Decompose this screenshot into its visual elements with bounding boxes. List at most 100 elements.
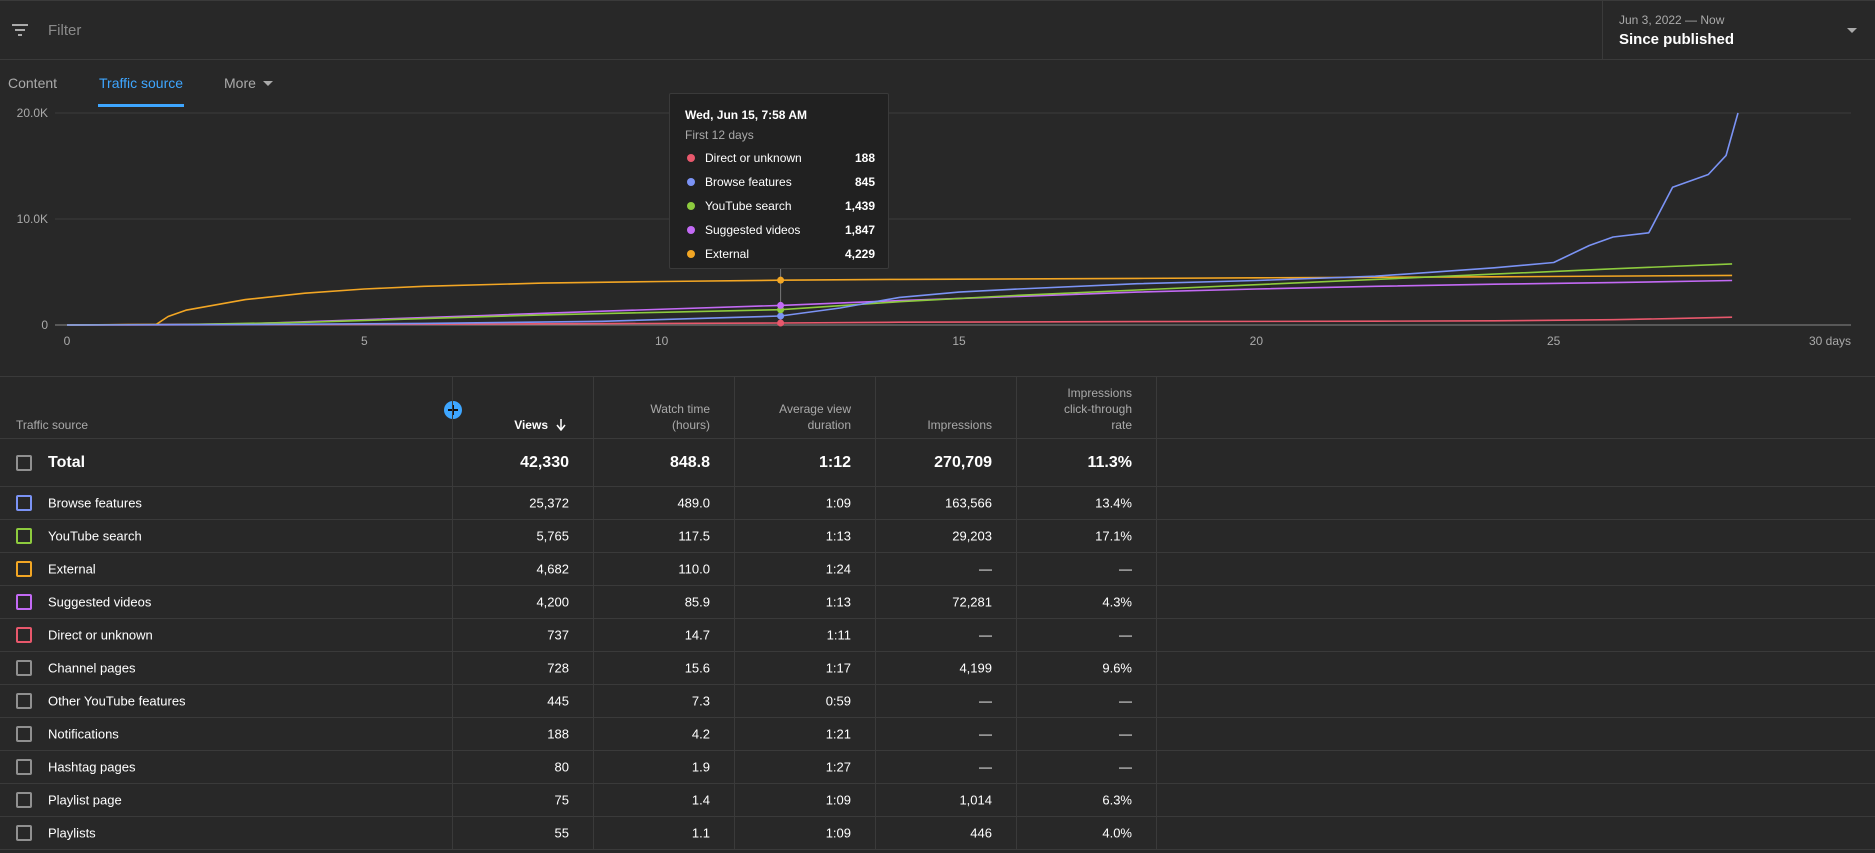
series-dot: [687, 178, 695, 186]
tab-content[interactable]: Content: [8, 75, 58, 91]
series-line-youtube-search: [66, 263, 1733, 326]
header-avg-view-duration[interactable]: Average view duration: [734, 377, 875, 440]
watch-time-cell: 7.3: [593, 685, 734, 717]
avg-duration-cell: 1:24: [734, 553, 875, 585]
cell-value: 1:11: [826, 627, 851, 643]
cell-value: —: [979, 759, 992, 775]
tab-more[interactable]: More: [224, 75, 273, 91]
header-label: Traffic source: [16, 418, 89, 432]
total-avg-duration: 1:12: [734, 439, 875, 486]
impressions-cell: —: [875, 751, 1016, 783]
series-line-browse-features: [66, 112, 1739, 326]
avg-duration-cell: 1:09: [734, 817, 875, 849]
filter-input[interactable]: [48, 22, 448, 39]
views-cell: 4,682: [452, 553, 593, 585]
row-checkbox[interactable]: [16, 693, 32, 709]
header-watch-time[interactable]: Watch time (hours): [593, 377, 734, 440]
hover-point: [777, 301, 785, 309]
table-row: Suggested videos 4,200 85.9 1:13 72,281 4.3%: [0, 586, 1875, 619]
date-range-picker[interactable]: Jun 3, 2022 — Now Since published: [1602, 1, 1875, 60]
header-impressions[interactable]: Impressions: [875, 377, 1016, 440]
source-label: Playlists: [48, 825, 96, 841]
table-row: YouTube search 5,765 117.5 1:13 29,203 17.1%: [0, 520, 1875, 553]
row-checkbox[interactable]: [16, 726, 32, 742]
source-cell: Hashtag pages: [0, 751, 452, 783]
ctr-cell: 9.6%: [1016, 652, 1157, 684]
watch-time-cell: 110.0: [593, 553, 734, 585]
cell-value: 80: [554, 759, 569, 775]
views-cell: 4,200: [452, 586, 593, 618]
tab-more-label: More: [224, 75, 256, 91]
row-checkbox[interactable]: [16, 792, 32, 808]
cell-value: 11.3%: [1087, 453, 1132, 471]
cell-value: 728: [547, 660, 569, 676]
total-checkbox[interactable]: [16, 454, 32, 471]
cell-value: 1:09: [825, 495, 851, 511]
add-column-icon[interactable]: [444, 401, 462, 419]
views-cell: 55: [452, 817, 593, 849]
tooltip-title: Wed, Jun 15, 7:58 AM: [685, 108, 808, 122]
total-watch-time: 848.8: [593, 439, 734, 486]
row-checkbox[interactable]: [16, 594, 32, 610]
source-cell: Browse features: [0, 487, 452, 519]
total-impressions: 270,709: [875, 439, 1016, 486]
row-checkbox[interactable]: [16, 528, 32, 544]
watch-time-cell: 1.1: [593, 817, 734, 849]
ctr-cell: —: [1016, 685, 1157, 717]
total-row: Total 42,330 848.8 1:12 270,709 11.3%: [0, 439, 1875, 487]
cell-value: 7.3: [691, 693, 710, 709]
cell-value: —: [979, 627, 992, 643]
cell-value: 9.6%: [1102, 660, 1132, 676]
impressions-cell: 29,203: [875, 520, 1016, 552]
cell-value: 85.9: [684, 594, 710, 610]
header-views[interactable]: Views: [452, 377, 593, 440]
header-traffic-source[interactable]: Traffic source: [0, 377, 452, 440]
cell-value: 4.3%: [1102, 594, 1132, 610]
impressions-cell: —: [875, 685, 1016, 717]
cell-value: 1:12: [818, 453, 851, 471]
tooltip-row: Browse features 845: [685, 174, 875, 190]
cell-value: 163,566: [945, 495, 992, 511]
row-checkbox[interactable]: [16, 495, 32, 511]
tooltip-subtitle: First 12 days: [685, 128, 754, 142]
cell-value: 1:13: [825, 594, 851, 610]
x-tick-label: 25: [1547, 334, 1561, 348]
row-checkbox[interactable]: [16, 825, 32, 841]
source-cell: Playlists: [0, 817, 452, 849]
impressions-cell: 4,199: [875, 652, 1016, 684]
source-cell: Notifications: [0, 718, 452, 750]
cell-value: 75: [554, 792, 569, 808]
filter-icon[interactable]: [12, 24, 28, 36]
ctr-cell: —: [1016, 718, 1157, 750]
x-tick-label: 0: [64, 334, 71, 348]
source-label: Channel pages: [48, 660, 136, 676]
tooltip-row-value: 1,847: [844, 223, 875, 237]
header-label: Watch time (hours): [650, 402, 710, 432]
cell-value: 445: [547, 693, 569, 709]
series-line-suggested-videos: [66, 279, 1733, 326]
hover-point: [777, 319, 785, 327]
watch-time-cell: 4.2: [593, 718, 734, 750]
series-dot: [687, 154, 695, 162]
total-label: Total: [48, 453, 86, 471]
source-cell: Other YouTube features: [0, 685, 452, 717]
row-checkbox[interactable]: [16, 627, 32, 643]
ctr-cell: 13.4%: [1016, 487, 1157, 519]
tooltip-row-label: External: [705, 247, 750, 261]
total-views: 42,330: [452, 439, 593, 486]
row-checkbox[interactable]: [16, 759, 32, 775]
table-row: Browse features 25,372 489.0 1:09 163,566 13.…: [0, 487, 1875, 520]
cell-value: —: [1119, 561, 1132, 577]
tooltip-row-value: 188: [854, 151, 875, 165]
tooltip-row-label: Suggested videos: [705, 223, 801, 237]
header-ctr[interactable]: Impressions click-through rate: [1016, 377, 1157, 440]
cell-value: 1:17: [825, 660, 851, 676]
source-cell: Channel pages: [0, 652, 452, 684]
series-dot: [687, 202, 695, 210]
cell-value: 55: [554, 825, 569, 841]
cell-value: 15.6: [684, 660, 710, 676]
table-row: Direct or unknown 737 14.7 1:11 — —: [0, 619, 1875, 652]
row-checkbox[interactable]: [16, 561, 32, 577]
tab-traffic-source[interactable]: Traffic source: [99, 75, 184, 91]
row-checkbox[interactable]: [16, 660, 32, 676]
